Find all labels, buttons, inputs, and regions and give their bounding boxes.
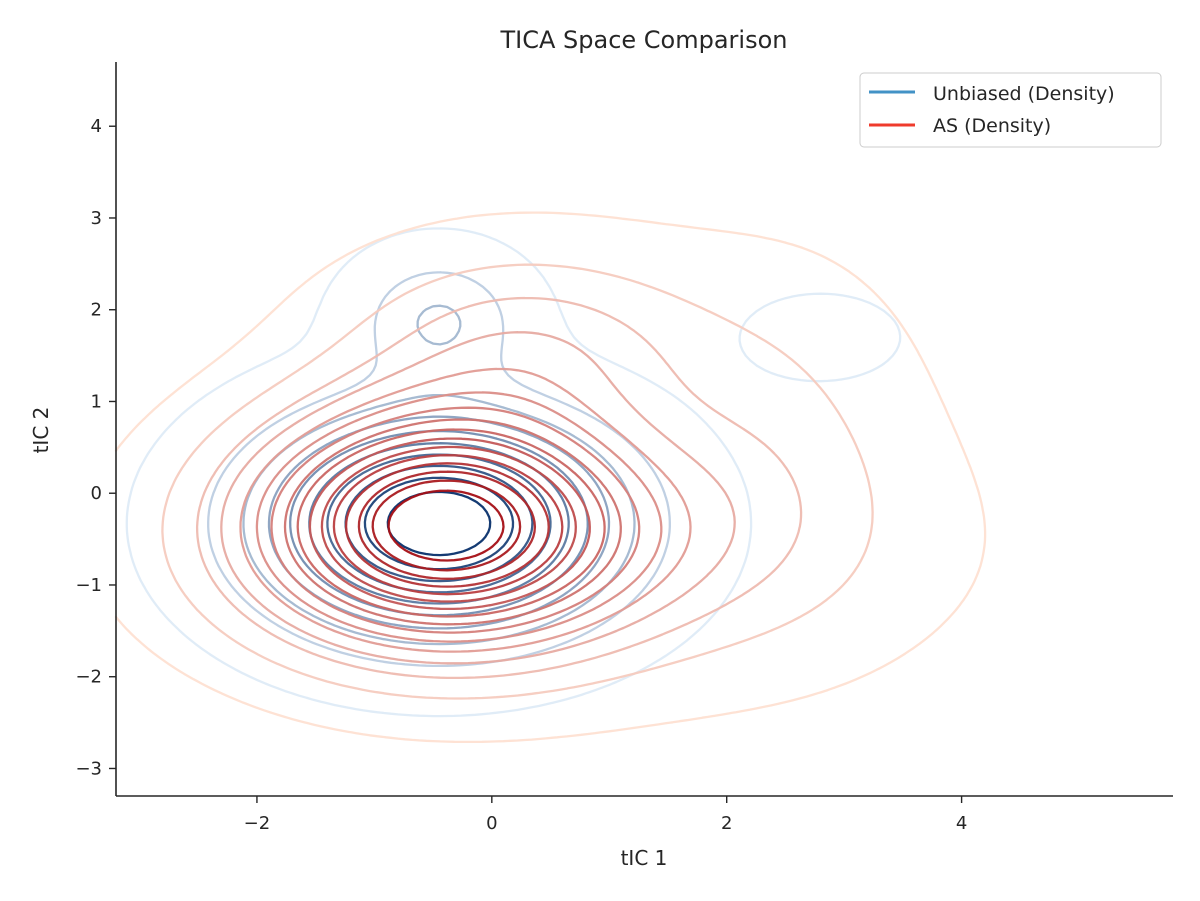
plot-area	[114, 211, 987, 744]
contour-level	[344, 462, 550, 588]
contour-level	[308, 437, 591, 611]
y-tick-label: 1	[91, 391, 102, 412]
contour-level	[357, 470, 537, 580]
legend: Unbiased (Density) AS (Density)	[859, 72, 1162, 148]
contour-level	[270, 406, 641, 634]
x-tick-label: 4	[956, 813, 967, 834]
y-tick-label: 2	[91, 300, 102, 321]
contour-level	[255, 391, 663, 643]
chart-title: TICA Space Comparison	[499, 26, 787, 54]
x-axis-label: tIC 1	[621, 846, 668, 870]
contour-level	[220, 331, 736, 665]
contour-level	[125, 227, 902, 718]
x-ticks: −2 0 2 4	[244, 796, 967, 834]
contour-level	[161, 263, 874, 700]
contour-series-0	[125, 227, 902, 718]
y-tick-label: 3	[91, 208, 102, 229]
x-tick-label: 0	[486, 813, 497, 834]
contour-level	[195, 296, 803, 680]
y-tick-label: −3	[75, 758, 102, 779]
contour-level	[332, 454, 564, 596]
contour-series-1	[114, 211, 987, 744]
y-tick-label: −1	[75, 575, 102, 596]
y-tick-label: 0	[91, 483, 102, 504]
y-axis-label: tIC 2	[29, 407, 53, 454]
contour-level	[387, 489, 505, 562]
contour-level	[114, 211, 987, 744]
contour-level	[296, 428, 606, 618]
legend-label-as: AS (Density)	[933, 115, 1051, 137]
contour-level	[320, 445, 577, 603]
contour-level	[371, 479, 522, 572]
x-tick-label: −2	[244, 813, 271, 834]
contour-level	[326, 453, 552, 594]
y-tick-label: −2	[75, 667, 102, 688]
x-tick-label: 2	[721, 813, 732, 834]
legend-label-unbiased: Unbiased (Density)	[933, 83, 1115, 105]
contour-level	[207, 271, 671, 668]
y-tick-label: 4	[91, 116, 102, 137]
contour-level	[239, 367, 692, 653]
legend-frame	[859, 72, 1162, 148]
contour-level	[386, 490, 492, 557]
y-ticks: −3 −2 −1 0 1 2 3 4	[75, 116, 116, 779]
contour-level	[283, 418, 622, 626]
